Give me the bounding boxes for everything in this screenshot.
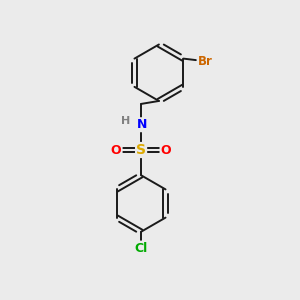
Text: H: H bbox=[121, 116, 130, 126]
Text: O: O bbox=[111, 143, 122, 157]
Text: N: N bbox=[136, 118, 147, 131]
Text: O: O bbox=[161, 143, 171, 157]
Text: Cl: Cl bbox=[134, 242, 148, 255]
Text: S: S bbox=[136, 143, 146, 157]
Text: Br: Br bbox=[198, 55, 213, 68]
